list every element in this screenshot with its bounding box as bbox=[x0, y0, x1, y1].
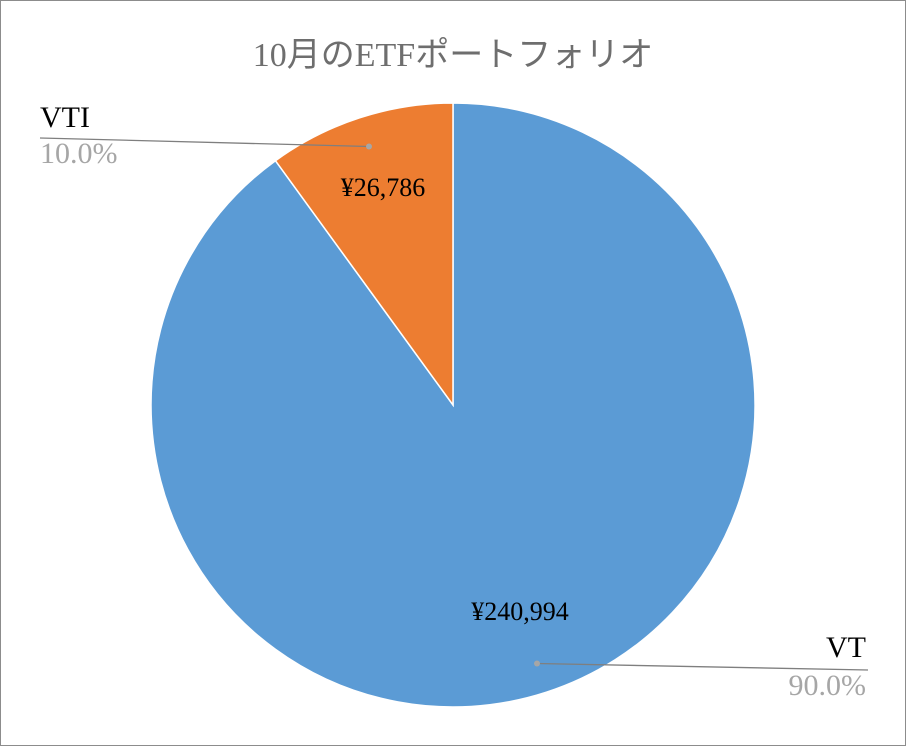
value-label: ¥26,786 bbox=[341, 173, 426, 202]
value-label: ¥240,994 bbox=[471, 597, 569, 626]
category-label: VTI bbox=[40, 101, 90, 134]
chart-title: 10月のETFポートフォリオ bbox=[253, 36, 653, 74]
percent-label: 90.0% bbox=[789, 669, 867, 702]
leader-line bbox=[39, 137, 370, 148]
pie-slice bbox=[274, 102, 454, 408]
leader-dot bbox=[534, 660, 541, 667]
leader-line bbox=[537, 662, 869, 671]
leader-dot bbox=[365, 143, 372, 150]
percent-label: 10.0% bbox=[40, 137, 118, 170]
category-label: VT bbox=[826, 631, 866, 664]
